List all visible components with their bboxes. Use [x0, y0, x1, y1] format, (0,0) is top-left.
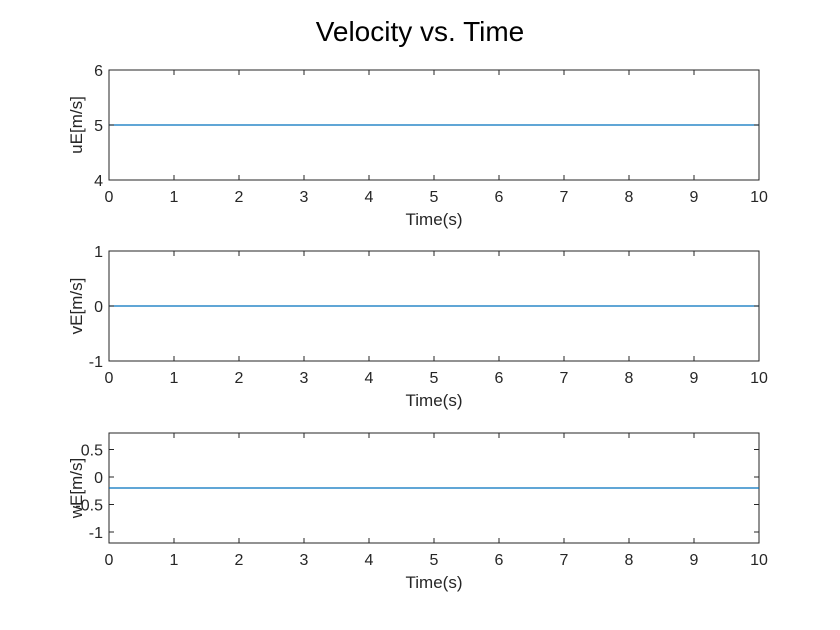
x-tick-label: 5 [430, 189, 439, 206]
x-tick-label: 8 [625, 189, 634, 206]
x-tick-label: 10 [750, 552, 768, 569]
x-tick-label: 7 [560, 189, 569, 206]
x-tick-label: 6 [495, 189, 504, 206]
x-tick-label: 5 [430, 552, 439, 569]
x-tick-label: 1 [170, 189, 179, 206]
x-tick-label: 1 [170, 370, 179, 387]
y-axis-label: wE[m/s] [67, 458, 86, 519]
x-tick-label: 3 [300, 552, 309, 569]
x-tick-label: 3 [300, 189, 309, 206]
x-tick-label: 7 [560, 370, 569, 387]
x-axis-label: Time(s) [406, 391, 463, 410]
x-tick-label: 0 [105, 189, 114, 206]
x-tick-label: 4 [365, 189, 374, 206]
y-tick-label: -0.5 [75, 498, 103, 515]
y-tick-label: 0 [94, 470, 103, 487]
x-tick-label: 6 [495, 552, 504, 569]
x-tick-label: 2 [235, 552, 244, 569]
x-tick-label: 9 [690, 370, 699, 387]
x-tick-label: 4 [365, 552, 374, 569]
y-tick-label: 0 [94, 299, 103, 316]
y-tick-label: 1 [94, 244, 103, 261]
y-axis-label: uE[m/s] [67, 96, 86, 154]
x-tick-label: 2 [235, 370, 244, 387]
x-tick-label: 3 [300, 370, 309, 387]
x-tick-label: 10 [750, 189, 768, 206]
x-tick-label: 8 [625, 370, 634, 387]
x-tick-label: 5 [430, 370, 439, 387]
x-tick-label: 6 [495, 370, 504, 387]
x-tick-label: 7 [560, 552, 569, 569]
y-tick-label: 6 [94, 63, 103, 80]
x-tick-label: 4 [365, 370, 374, 387]
x-tick-label: 2 [235, 189, 244, 206]
y-tick-label: -1 [89, 354, 103, 371]
x-tick-label: 10 [750, 370, 768, 387]
x-axis-label: Time(s) [406, 210, 463, 229]
x-tick-label: 9 [690, 189, 699, 206]
x-tick-label: 1 [170, 552, 179, 569]
y-tick-label: -1 [89, 525, 103, 542]
y-tick-label: 5 [94, 118, 103, 135]
y-axis-label: vE[m/s] [67, 278, 86, 335]
subplot-1: 0 1 2 3 4 5 6 7 8 9 10 4 5 6 Time(s) uE[m/s] [67, 63, 768, 229]
figure-title: Velocity vs. Time [316, 16, 525, 47]
subplot-3: 0 1 2 3 4 5 6 7 8 9 10 -1 -0.5 0 0.5 Time(s) wE[m/s] [67, 432, 768, 592]
x-axis-label: Time(s) [406, 573, 463, 592]
y-tick-label: 0.5 [81, 443, 103, 460]
x-tick-label: 0 [105, 370, 114, 387]
x-tick-label: 0 [105, 552, 114, 569]
y-tick-label: 4 [94, 173, 103, 190]
x-tick-label: 9 [690, 552, 699, 569]
x-tick-label: 8 [625, 552, 634, 569]
